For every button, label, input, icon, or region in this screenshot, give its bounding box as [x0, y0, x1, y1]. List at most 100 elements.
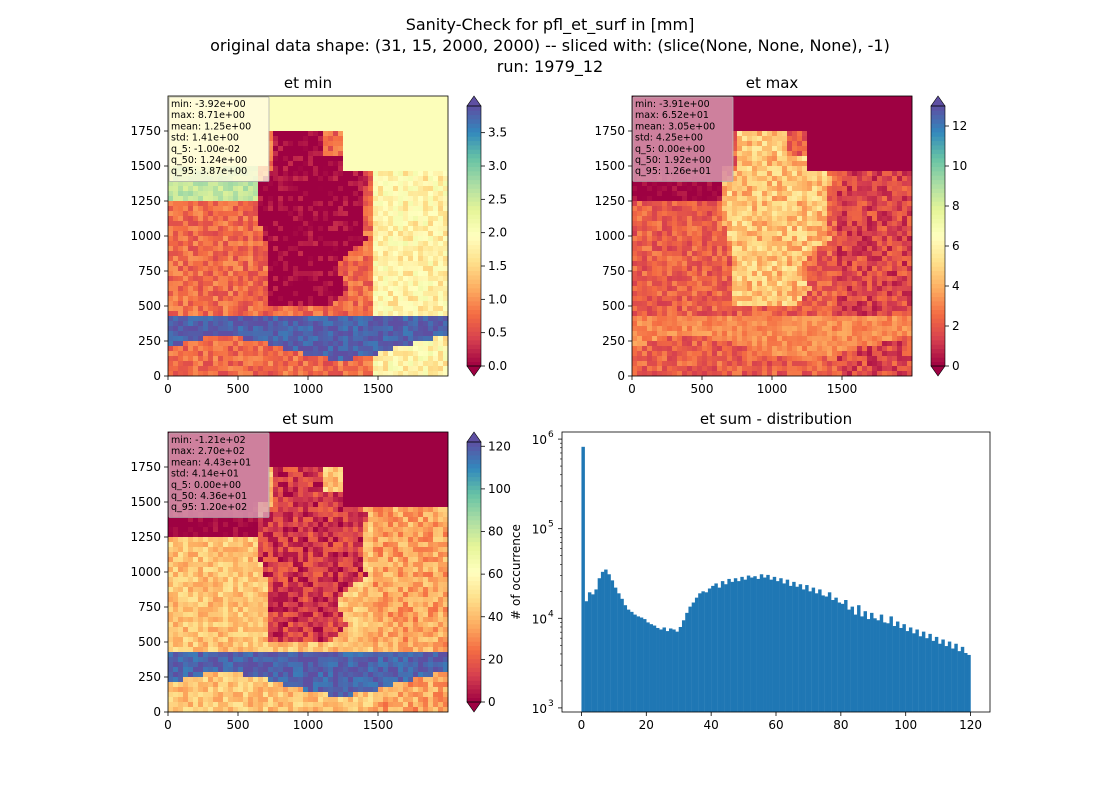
- map-cell: [777, 111, 783, 117]
- map-cell: [697, 246, 703, 252]
- map-cell: [173, 261, 179, 267]
- map-cell: [328, 226, 334, 232]
- map-cell: [333, 226, 339, 232]
- map-cell: [812, 96, 818, 102]
- map-cell: [218, 206, 224, 212]
- map-cell: [797, 241, 803, 247]
- map-cell: [832, 141, 838, 147]
- map-cell: [168, 326, 174, 332]
- map-cell: [218, 311, 224, 317]
- map-cell: [323, 341, 329, 347]
- map-cell: [333, 296, 339, 302]
- map-cell: [248, 281, 254, 287]
- map-cell: [378, 296, 384, 302]
- map-cell: [632, 191, 638, 197]
- map-cell: [423, 321, 429, 327]
- map-cell: [408, 161, 414, 167]
- map-cell: [303, 251, 309, 257]
- map-cell: [178, 356, 184, 362]
- map-cell: [393, 241, 399, 247]
- map-cell: [368, 116, 374, 122]
- map-cell: [378, 321, 384, 327]
- map-cell: [393, 101, 399, 107]
- map-cell: [263, 231, 269, 237]
- map-cell: [887, 116, 893, 122]
- map-cell: [752, 131, 758, 137]
- map-cell: [343, 311, 349, 317]
- map-cell: [872, 206, 878, 212]
- map-cell: [413, 221, 419, 227]
- map-cell: [443, 286, 449, 292]
- map-cell: [408, 131, 414, 137]
- map-cell: [203, 181, 209, 187]
- map-cell: [338, 211, 344, 217]
- map-cell: [278, 301, 284, 307]
- map-cell: [762, 161, 768, 167]
- map-cell: [183, 256, 189, 262]
- map-cell: [707, 216, 713, 222]
- map-cell: [348, 251, 354, 257]
- map-cell: [812, 151, 818, 157]
- map-cell: [358, 211, 364, 217]
- map-cell: [687, 241, 693, 247]
- map-cell: [183, 266, 189, 272]
- map-cell: [223, 281, 229, 287]
- map-cell: [308, 366, 314, 372]
- map-cell: [203, 326, 209, 332]
- map-cell: [428, 281, 434, 287]
- map-cell: [378, 136, 384, 142]
- map-cell: [443, 96, 449, 102]
- map-cell: [423, 341, 429, 347]
- map-cell: [388, 126, 394, 132]
- map-cell: [687, 246, 693, 252]
- map-cell: [433, 336, 439, 342]
- map-cell: [777, 246, 783, 252]
- map-cell: [333, 316, 339, 322]
- map-cell: [343, 116, 349, 122]
- map-cell: [413, 326, 419, 332]
- map-cell: [792, 166, 798, 172]
- map-cell: [837, 236, 843, 242]
- map-cell: [777, 116, 783, 122]
- map-cell: [652, 231, 658, 237]
- map-cell: [198, 326, 204, 332]
- map-cell: [428, 321, 434, 327]
- colorbar-segment: [467, 279, 481, 285]
- map-cell: [198, 186, 204, 192]
- map-cell: [353, 166, 359, 172]
- map-cell: [413, 361, 419, 367]
- map-cell: [657, 186, 663, 192]
- map-cell: [318, 341, 324, 347]
- map-cell: [403, 206, 409, 212]
- map-cell: [353, 216, 359, 222]
- map-cell: [268, 141, 274, 147]
- map-cell: [243, 371, 249, 377]
- map-cell: [278, 361, 284, 367]
- map-cell: [333, 266, 339, 272]
- map-cell: [423, 216, 429, 222]
- map-cell: [203, 301, 209, 307]
- map-cell: [832, 206, 838, 212]
- map-cell: [263, 221, 269, 227]
- map-cell: [363, 306, 369, 312]
- map-cell: [388, 236, 394, 242]
- map-cell: [388, 231, 394, 237]
- map-cell: [408, 316, 414, 322]
- map-cell: [278, 211, 284, 217]
- map-cell: [702, 246, 708, 252]
- map-cell: [822, 231, 828, 237]
- map-cell: [752, 246, 758, 252]
- map-cell: [747, 166, 753, 172]
- map-cell: [428, 176, 434, 182]
- map-cell: [418, 231, 424, 237]
- map-cell: [737, 206, 743, 212]
- map-cell: [253, 246, 259, 252]
- map-cell: [328, 256, 334, 262]
- map-cell: [368, 211, 374, 217]
- map-cell: [318, 281, 324, 287]
- map-cell: [423, 356, 429, 362]
- map-cell: [368, 196, 374, 202]
- map-cell: [218, 361, 224, 367]
- map-cell: [443, 371, 449, 377]
- map-cell: [263, 261, 269, 267]
